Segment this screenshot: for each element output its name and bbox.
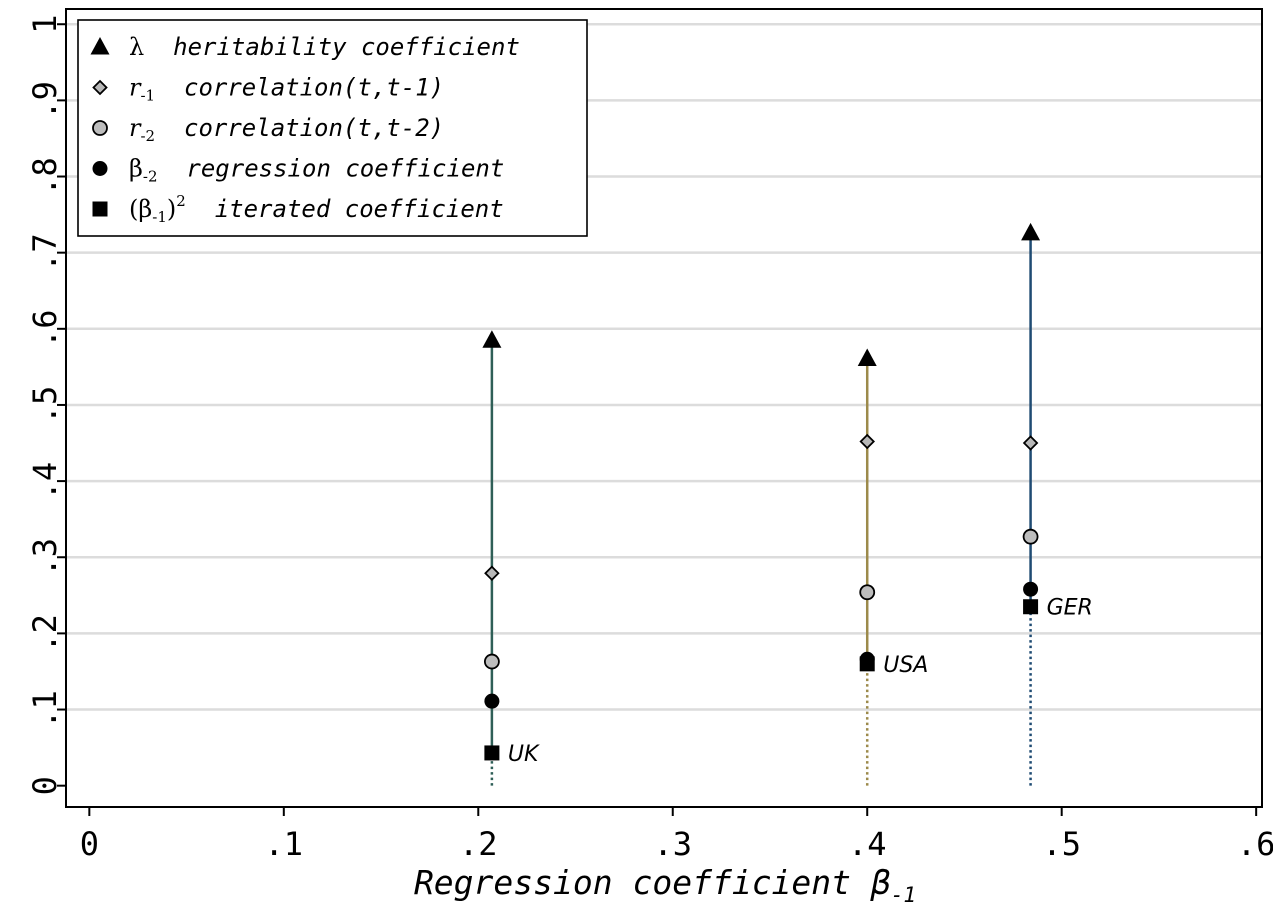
country-label: USA xyxy=(883,653,928,678)
legend-box xyxy=(77,19,588,237)
point-correlation-t1 xyxy=(484,565,500,582)
x-tick-label: .2 xyxy=(459,825,498,863)
country-series-usa: USA xyxy=(857,348,928,786)
point-correlation-t2 xyxy=(483,653,500,670)
x-axis-title: Regression coefficient β-1 xyxy=(414,863,916,903)
country-series-uk: UK xyxy=(482,330,540,786)
y-axis: 0 .1 .2 .3 .4 .5 .6 .7 .8 .9 1 xyxy=(26,15,66,795)
legend-description: correlation(t,t-2) xyxy=(170,114,445,142)
point-correlation-t1 xyxy=(1022,435,1039,451)
legend-subscript: -1 xyxy=(152,208,167,226)
country-label: GER xyxy=(1047,596,1093,621)
x-tick-label: .6 xyxy=(1237,825,1273,863)
legend-marker xyxy=(92,201,108,217)
legend-spacer xyxy=(158,155,172,183)
legend-superscript: 2 xyxy=(176,192,186,210)
legend-symbol: λ xyxy=(129,33,144,61)
legend-marker xyxy=(92,120,108,136)
legend-description: regression coefficient xyxy=(172,155,504,183)
y-tick-label: .4 xyxy=(26,462,64,501)
point-correlation-t2 xyxy=(1022,528,1039,545)
legend-marker xyxy=(92,79,108,96)
y-tick-label: 1 xyxy=(26,15,64,34)
legend-label: λ heritability coefficient xyxy=(129,33,520,61)
y-tick-label: 0 xyxy=(26,776,64,795)
y-tick-label: .5 xyxy=(26,386,64,425)
y-tick-label: .1 xyxy=(26,690,64,729)
point-regression xyxy=(1023,581,1039,597)
point-heritability xyxy=(482,330,502,348)
x-tick-label: .3 xyxy=(653,825,692,863)
point-correlation-t2 xyxy=(859,584,876,601)
legend-spacer xyxy=(155,114,169,142)
legend-description: iterated coefficient xyxy=(200,195,503,223)
legend-symbol: (β xyxy=(129,195,152,223)
legend-item-beta1sq: (β-1)2 iterated coefficient xyxy=(92,192,504,226)
y-tick-label: .2 xyxy=(26,614,64,653)
point-correlation-t1 xyxy=(859,433,875,450)
y-tick-label: .8 xyxy=(26,157,64,196)
y-tick-label: .3 xyxy=(26,538,64,577)
point-iterated xyxy=(859,656,875,672)
y-tick-label: .7 xyxy=(26,233,64,272)
legend-symbol: β xyxy=(129,155,143,183)
point-heritability xyxy=(857,348,877,367)
y-tick-label: .9 xyxy=(26,81,64,120)
x-tick-label: .1 xyxy=(265,825,304,863)
legend-item-beta2: β-2 regression coefficient xyxy=(92,155,504,186)
legend-marker xyxy=(92,161,108,176)
legend-description: correlation(t,t-1) xyxy=(170,74,445,102)
y-tick-label: .6 xyxy=(26,310,64,349)
legend-spacer xyxy=(155,74,169,102)
point-iterated xyxy=(1023,599,1039,615)
legend-label: (β-1)2 iterated coefficient xyxy=(129,192,504,226)
x-tick-label: 0 xyxy=(80,825,99,863)
legend-item-r1: r-1 correlation(t,t-1) xyxy=(92,74,444,105)
x-tick-label: .4 xyxy=(848,825,887,863)
x-axis: 0 .1 .2 .3 .4 .5 .6 xyxy=(80,807,1273,863)
plot-frame xyxy=(65,8,1263,808)
point-heritability xyxy=(1021,222,1041,241)
series-group: UK USA GER xyxy=(482,222,1093,786)
legend-subscript: -1 xyxy=(140,87,155,105)
legend-symbol: r xyxy=(129,114,142,142)
legend-spacer xyxy=(186,195,200,223)
legend-item-lambda: λ heritability coefficient xyxy=(90,33,520,61)
country-label: UK xyxy=(508,742,540,767)
legend-subscript: -2 xyxy=(143,168,158,186)
legend-symbol: r xyxy=(129,74,142,102)
country-series-ger: GER xyxy=(1021,222,1093,786)
legend-spacer xyxy=(144,33,158,61)
legend-label: r-1 correlation(t,t-1) xyxy=(129,74,444,105)
legend-description: heritability coefficient xyxy=(159,33,520,61)
point-iterated xyxy=(484,745,500,761)
legend-label: β-2 regression coefficient xyxy=(129,155,504,186)
legend-marker xyxy=(90,37,110,55)
legend-subscript: -2 xyxy=(140,127,155,145)
point-regression xyxy=(484,693,500,709)
legend-item-r2: r-2 correlation(t,t-2) xyxy=(92,114,444,145)
legend-symbol-close: ) xyxy=(167,195,176,223)
legend-label: r-2 correlation(t,t-2) xyxy=(129,114,444,145)
gridlines xyxy=(67,22,1261,711)
x-tick-label: .5 xyxy=(1042,825,1081,863)
